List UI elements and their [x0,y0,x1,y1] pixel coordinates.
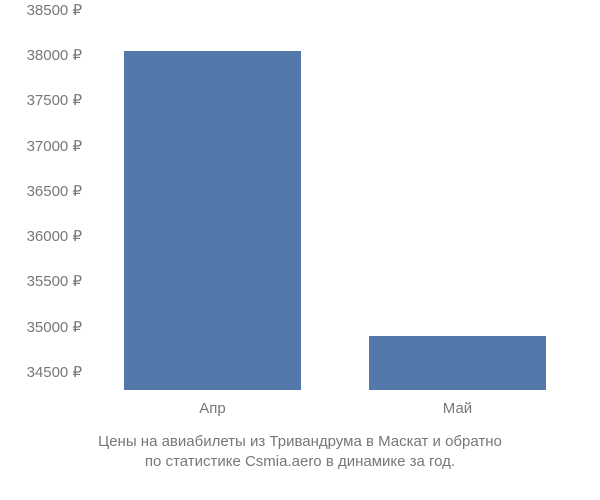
y-tick-label: 35500 ₽ [27,272,90,290]
plot-area: 34500 ₽35000 ₽35500 ₽36000 ₽36500 ₽37000… [90,10,580,390]
y-tick-label: 35000 ₽ [27,318,90,336]
price-chart: 34500 ₽ 35000 ₽ 35500 ₽ 36000 ₽ 36500 ₽ 37000… [0,0,600,500]
y-tick-label: 38000 ₽ [27,46,90,64]
y-tick-label: 38500 ₽ [27,1,90,19]
caption-line-2: по статистике Csmia.aero в динамике за г… [145,453,455,470]
y-tick-label: 34500 ₽ [27,363,90,381]
y-tick-label: 37000 ₽ [27,137,90,155]
y-tick-label: 37500 ₽ [27,91,90,109]
x-tick-label: Апр [199,390,225,417]
x-tick-label: Май [443,390,472,417]
y-tick-label: 36000 ₽ [27,227,90,245]
gridline [90,10,580,11]
bar [124,51,300,390]
chart-caption: Цены на авиабилеты из Тривандрума в Маск… [0,432,600,473]
bar [369,336,545,390]
caption-line-1: Цены на авиабилеты из Тривандрума в Маск… [98,433,502,450]
y-tick-label: 36500 ₽ [27,182,90,200]
